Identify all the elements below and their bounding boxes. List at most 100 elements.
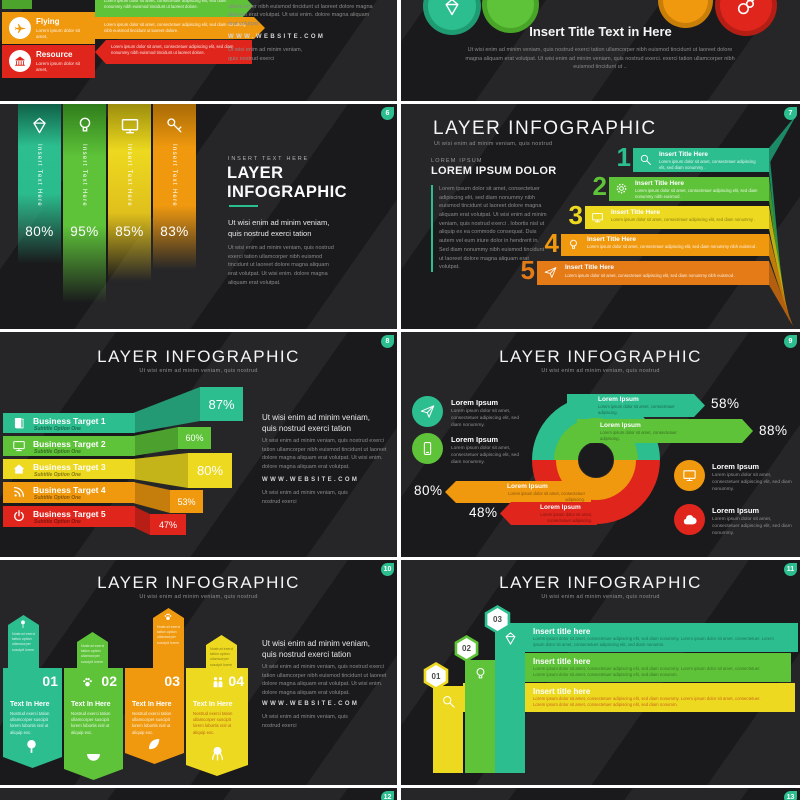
step-title: Insert Title Here	[565, 264, 615, 271]
bulb-icon	[473, 666, 488, 681]
step-banner-4: Insert Title Here Lorem ipsum dolor sit …	[561, 234, 769, 256]
item-text: Lorem ipsum dolor sit amet, consectetuer…	[451, 446, 519, 466]
arrow-text: Lorem ipsum dolor sit amet, consectetuer…	[540, 512, 592, 523]
diamond-icon	[503, 631, 518, 646]
arrow-heading: Lorem Ipsum	[600, 422, 641, 429]
row-title: Business Target 4	[33, 485, 106, 495]
body-paragraph: Ut wisi enim ad minim veniam, quis nostr…	[228, 0, 373, 28]
paper-plane-icon	[544, 266, 557, 279]
step-title: Insert Title Here	[659, 151, 709, 158]
magnifier-icon	[441, 694, 456, 709]
lead-line1: Ut wisi enim ad minim veniam,	[228, 218, 330, 227]
hex-inner: 03	[487, 608, 508, 631]
gear-icon	[615, 182, 628, 195]
percent-box: 80%	[188, 453, 232, 488]
vertical-bar-teal	[18, 104, 61, 267]
list-arrow-red: Lorem ipsum dolor sit amet, consectetuer…	[95, 40, 252, 64]
column-number: 04	[228, 673, 244, 689]
item-text: Lorem ipsum dolor sit amet, consectetuer…	[712, 517, 792, 537]
list-row-orange-label: Flying Lorem ipsum dolor sit amet,	[2, 12, 95, 44]
slide-4-thumbnail[interactable]: Lorem ipsum dolor sit amet, consectetuer…	[0, 0, 397, 101]
row-sublabel: Lorem ipsum dolor sit amet,	[36, 61, 80, 73]
lead-line1: Ut wisi enim ad minim veniam,	[262, 639, 371, 648]
slide-5-thumbnail[interactable]: Insert Title Text in Here Ut wisi enim a…	[401, 0, 800, 101]
list-row-red-label: Resource Lorem ipsum dolor sit amet,	[2, 45, 95, 78]
bar-title: Insert title here	[533, 687, 591, 696]
bar-title: Insert title here	[533, 627, 591, 636]
bar-label: Insert Text Here	[126, 144, 132, 208]
target-row-4: Business Target 4 Subtitle Option One	[3, 482, 135, 503]
target-row-5: Business Target 5 Subtitle Option One	[3, 506, 135, 527]
item-icon-circle-teal	[412, 396, 443, 427]
slide-8-thumbnail[interactable]: 8 LAYER INFOGRAPHIC Ut wisi enim ad mini…	[0, 332, 397, 557]
slide-title: LAYER INFOGRAPHIC	[97, 347, 300, 366]
column-text: Nostrud exerci tation ullamcorper suscip…	[10, 711, 50, 735]
donut-arrow-green: Lorem Ipsum Lorem ipsum dolor sit amet, …	[577, 419, 753, 443]
phone-icon	[420, 441, 435, 456]
body-paragraph: Ut wisi enim ad minim veniam, quis nostr…	[262, 438, 387, 471]
hex-inner: 02	[457, 638, 476, 659]
lead-line2: quis nostrud exerci tation	[262, 650, 351, 659]
row-subtitle: Subtitle Option One	[34, 449, 81, 455]
timeline-tab-2: Nostrud exerci tation option ullamcorper…	[77, 632, 108, 669]
bar-percent: 80%	[25, 224, 54, 239]
bar-label: Insert Text Here	[171, 144, 177, 208]
percent-box: 60%	[178, 427, 211, 449]
magnifier-icon	[639, 153, 652, 166]
home-icon	[12, 462, 26, 476]
arrow-text: Lorem ipsum dolor sit amet, consectetuer…	[104, 0, 227, 9]
target-row-2: Business Target 2 Subtitle Option One	[3, 436, 135, 456]
hex-inner: 01	[426, 665, 446, 687]
slide-7-thumbnail[interactable]: 7 LAYER INFOGRAPHIC Ut wisi enim ad mini…	[401, 104, 800, 329]
website-label: WWW.WEBSITE.COM	[262, 701, 360, 707]
lead-line2: quis nostrud exerci tation	[228, 229, 312, 238]
slide-12-thumbnail[interactable]: 12	[0, 788, 397, 800]
paper-plane-icon	[420, 404, 435, 419]
step-title: Insert Title Here	[587, 236, 637, 243]
list-row-green-label	[2, 0, 32, 9]
list-arrow-green: Lorem ipsum dolor sit amet, consectetuer…	[95, 0, 253, 18]
slide-title: LAYER INFOGRAPHIC	[433, 118, 657, 139]
column-text: Nostrud exerci tation ullamcorper suscip…	[132, 711, 172, 735]
step-banner-1: Insert Title Here Lorem ipsum dolor sit …	[633, 148, 769, 172]
slide-10-thumbnail[interactable]: 10 LAYER INFOGRAPHIC Ut wisi enim ad min…	[0, 560, 397, 785]
slide-number-badge: 6	[381, 107, 394, 120]
step-title: Insert Title Here	[635, 180, 685, 187]
row-label: Resource	[36, 50, 73, 59]
tree-icon	[23, 738, 40, 755]
monitor-icon	[682, 468, 697, 483]
circle-inner	[663, 0, 708, 23]
slide-11-thumbnail[interactable]: 11 LAYER INFOGRAPHIC Ut wisi enim ad min…	[401, 560, 800, 785]
slide-9-thumbnail[interactable]: 9 LAYER INFOGRAPHIC Ut wisi enim ad mini…	[401, 332, 800, 557]
footnote: Ut wisi enim ad minim veniam, quis nostr…	[228, 47, 303, 62]
slide-6-thumbnail[interactable]: 6 Insert Text Here Insert Text Here Inse…	[0, 104, 397, 329]
accent-underline	[229, 205, 258, 207]
item-heading: Lorem Ipsum	[712, 462, 760, 471]
tab-text: Nostrud exerci tation option ullamcorper…	[210, 647, 234, 667]
arrow-text: Lorem ipsum dolor sit amet, consectetuer…	[104, 22, 246, 33]
monitor-icon	[120, 116, 140, 136]
step-text: Lorem ipsum dolor sit amet, consectetuer…	[659, 159, 756, 170]
step-banner-5: Insert Title Here Lorem ipsum dolor sit …	[537, 261, 769, 285]
circle-red	[715, 0, 777, 36]
arrow-percent: 58%	[711, 396, 740, 411]
bar-label: Insert Text Here	[81, 144, 87, 208]
info-bar-teal: Insert title here Lorem ipsum dolor sit …	[495, 623, 798, 652]
timeline-column-4: 04 Text In Here Nostrud exerci tation ul…	[186, 668, 248, 776]
slide-number-badge: 11	[784, 563, 797, 576]
section-title-line2: INFOGRAPHIC	[227, 183, 347, 201]
timeline-column-3: 03 Text In Here Nostrud exerci tation ul…	[125, 668, 184, 764]
row-subtitle: Subtitle Option One	[34, 472, 81, 478]
target-row-1: Business Target 1 Subtitle Option One	[3, 413, 135, 433]
bulb-icon	[567, 238, 580, 251]
bar-title: Insert title here	[533, 657, 591, 666]
row-title: Business Target 3	[33, 462, 106, 472]
donut-arrow-teal: Lorem Ipsum Lorem ipsum dolor sit amet, …	[567, 394, 705, 417]
step-text: Lorem ipsum dolor sit amet, consectetuer…	[611, 217, 756, 222]
tab-text: Nostrud exerci tation option ullamcorper…	[157, 625, 181, 645]
column-teal	[495, 623, 525, 773]
slide-13-thumbnail[interactable]: 13	[401, 788, 800, 800]
monitor-icon	[591, 211, 604, 224]
column-number: 02	[101, 673, 117, 689]
bar-percent: 95%	[70, 224, 99, 239]
